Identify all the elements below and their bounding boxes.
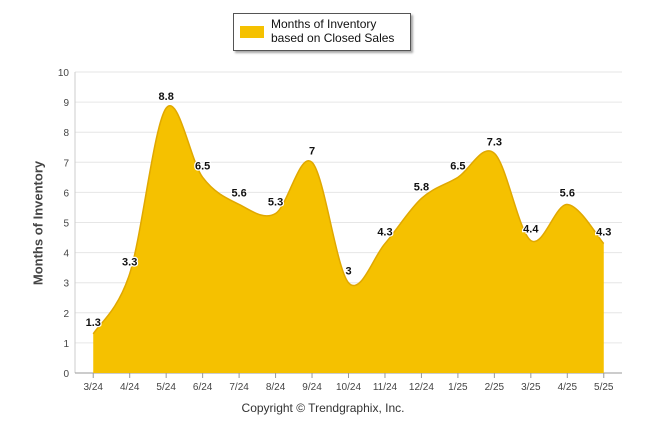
x-tick-label: 5/24: [156, 382, 176, 393]
x-tick-label: 3/25: [521, 382, 541, 393]
x-tick-label: 1/25: [448, 382, 468, 393]
data-label: 4.3: [596, 227, 611, 239]
y-tick-label: 9: [63, 98, 69, 109]
legend: Months of Inventory based on Closed Sale…: [233, 13, 411, 51]
x-tick-label: 4/25: [558, 382, 578, 393]
x-tick-label: 2/25: [485, 382, 505, 393]
x-tick-label: 11/24: [373, 382, 398, 393]
data-label: 3: [345, 266, 351, 278]
data-label: 8.8: [159, 91, 174, 103]
data-label: 7.3: [487, 136, 502, 148]
data-label: 6.5: [450, 160, 465, 172]
data-label: 6.5: [195, 160, 210, 172]
area-fill: [93, 105, 604, 374]
y-axis-ticks: 0 1 2 3 4 5 6 7 8 9 10: [58, 68, 70, 380]
y-tick-label: 3: [63, 279, 69, 290]
data-labels: 1.3 3.3 8.8 6.5 5.6 5.3 7 3 4.3 5.8 6.5 7.3 4.4 5.6 4.…: [84, 90, 612, 330]
legend-swatch: [240, 26, 264, 38]
x-tick-label: 12/24: [409, 382, 434, 393]
y-tick-label: 4: [63, 249, 69, 260]
legend-label: Months of Inventory based on Closed Sale…: [271, 17, 395, 45]
y-tick-label: 5: [63, 219, 69, 230]
copyright-footer: Copyright © Trendgraphix, Inc.: [241, 401, 405, 415]
y-tick-label: 0: [63, 369, 69, 380]
data-label: 3.3: [122, 257, 137, 269]
data-label: 1.3: [86, 317, 101, 329]
y-tick-label: 6: [63, 188, 69, 199]
x-axis-ticks: 3/24 4/24 5/24 6/24 7/24 8/24 9/24 10/24 11/24 12…: [83, 373, 614, 393]
y-axis-label: Months of Inventory: [30, 160, 46, 286]
data-label: 5.3: [268, 196, 283, 208]
data-label: 5.6: [231, 187, 246, 199]
x-tick-label: 4/24: [120, 382, 140, 393]
data-label: 7: [309, 145, 315, 157]
x-tick-label: 5/25: [594, 382, 614, 393]
x-tick-label: 9/24: [302, 382, 322, 393]
x-tick-label: 8/24: [266, 382, 286, 393]
data-label: 4.3: [377, 227, 392, 239]
y-tick-label: 10: [58, 68, 70, 79]
y-tick-label: 2: [63, 309, 69, 320]
y-tick-label: 1: [63, 339, 69, 350]
data-label: 5.6: [560, 187, 575, 199]
area-outline: [92, 105, 605, 335]
data-label: 5.8: [414, 181, 429, 193]
x-tick-label: 10/24: [336, 382, 361, 393]
data-label: 4.4: [523, 224, 539, 236]
area-series: [92, 105, 605, 374]
y-tick-label: 8: [63, 128, 69, 139]
x-tick-label: 6/24: [193, 382, 213, 393]
x-tick-label: 3/24: [83, 382, 103, 393]
x-tick-label: 7/24: [229, 382, 249, 393]
y-tick-label: 7: [63, 158, 69, 169]
